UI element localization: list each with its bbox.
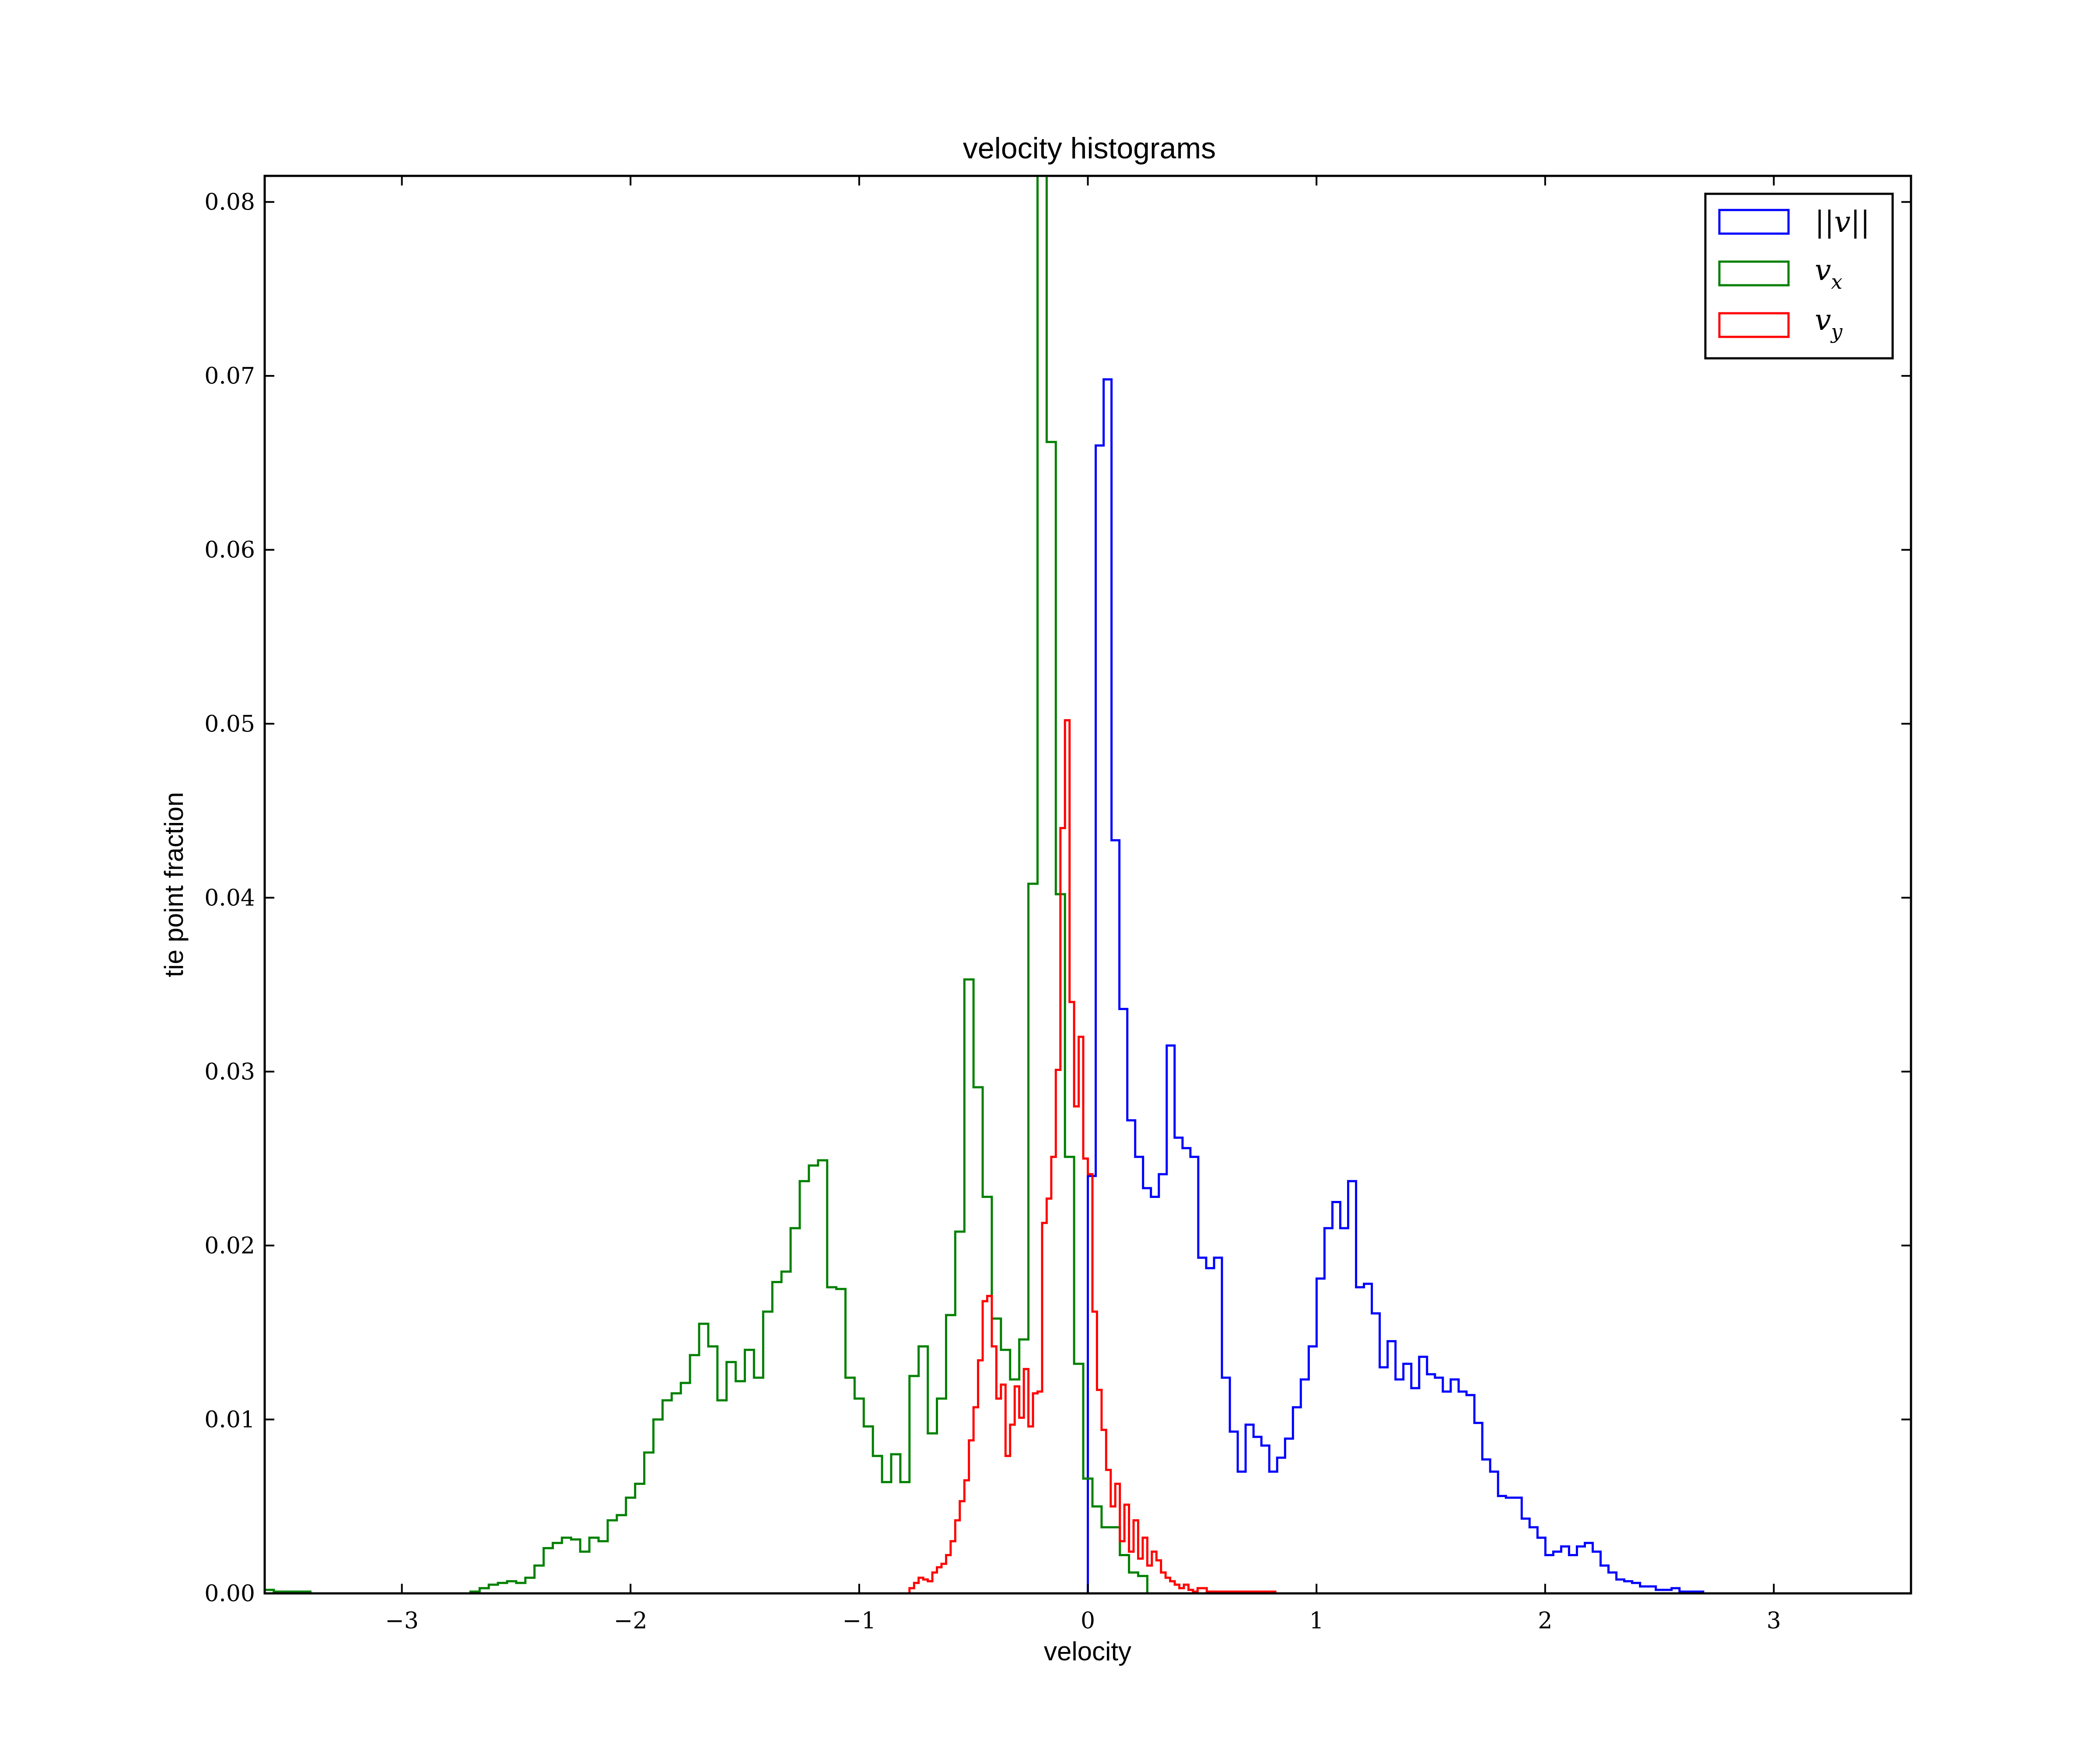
plot-area: −3 −2 −1 0 1 2 3 0.00 0.01 0.02 0.03 0.04 0.05 0.06 0.… [204,175,1912,1634]
legend-label-vy-main: v [1815,303,1831,337]
y-tick-label: 0.01 [204,1407,255,1433]
x-tick-label: 3 [1767,1608,1781,1634]
series-layer [263,175,1704,1595]
y-tick-label: 0.00 [204,1581,255,1607]
histogram-series-vy [908,719,1277,1593]
tick-layer: −3 −2 −1 0 1 2 3 0.00 0.01 0.02 0.03 0.04 0.05 0.06 0.… [204,176,1911,1634]
y-tick-label: 0.04 [204,885,255,911]
x-tick-label: −2 [614,1608,648,1634]
x-tick-label: −1 [843,1608,876,1634]
legend-item-vy: vy [1718,303,1843,343]
legend-label-vx-main: v [1815,253,1831,287]
x-axis-label: velocity [1044,1637,1131,1666]
legend-item-vx: vx [1718,253,1842,294]
legend-swatch-norm [1718,209,1790,235]
chart-title: velocity histograms [963,132,1216,165]
y-tick-label: 0.06 [204,537,255,564]
x-tick-label: 1 [1309,1608,1324,1634]
y-tick-label: 0.07 [204,363,255,389]
legend-item-norm: ||v|| [1718,205,1870,239]
histogram-series-norm [1087,378,1704,1593]
x-tick-label: 2 [1538,1608,1552,1634]
x-tick-label: 0 [1081,1608,1095,1634]
y-tick-label: 0.08 [204,189,255,216]
y-axis-label: tie point fraction [159,792,189,977]
y-tick-label: 0.03 [204,1059,255,1085]
legend-label-vx: vx [1815,253,1842,294]
legend-label-vy: vy [1815,303,1843,343]
legend-frame [1704,192,1894,360]
legend: ||v|| vx vy [1704,192,1894,360]
y-tick-label: 0.02 [204,1233,255,1259]
histogram-series-vx [263,175,1148,1595]
x-tick-label: −3 [385,1608,419,1634]
legend-label-norm: ||v|| [1815,205,1870,239]
legend-label-vx-sub: x [1831,270,1842,294]
legend-swatch-vx [1718,260,1790,287]
y-tick-label: 0.05 [204,711,255,737]
legend-swatch-vy [1718,312,1790,338]
legend-label-vy-sub: y [1830,320,1843,343]
